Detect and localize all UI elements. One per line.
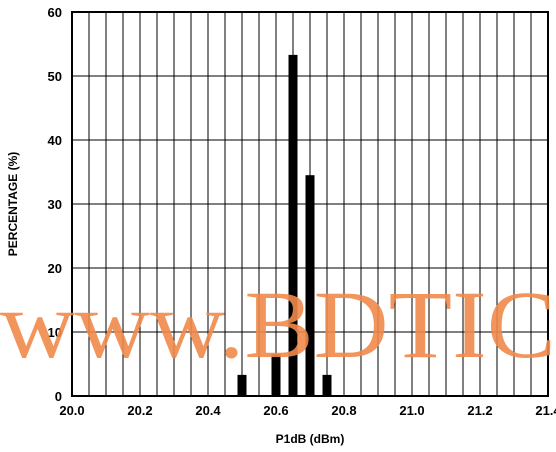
histogram-bar bbox=[305, 175, 315, 396]
y-tick-label: 0 bbox=[55, 389, 62, 404]
x-tick-labels: 20.0 20.2 20.4 20.6 20.8 21.0 21.2 21.4 bbox=[59, 403, 556, 418]
histogram-bar bbox=[322, 374, 332, 396]
x-tick-label: 20.0 bbox=[59, 403, 84, 418]
x-axis-label: P1dB (dBm) bbox=[276, 432, 345, 446]
y-tick-label: 20 bbox=[48, 261, 62, 276]
x-tick-label: 21.0 bbox=[399, 403, 424, 418]
histogram-bar bbox=[237, 374, 247, 396]
y-tick-label: 30 bbox=[48, 197, 62, 212]
x-tick-label: 21.2 bbox=[467, 403, 492, 418]
x-tick-label: 20.2 bbox=[127, 403, 152, 418]
x-tick-label: 20.4 bbox=[195, 403, 221, 418]
x-tick-label: 20.8 bbox=[331, 403, 356, 418]
y-tick-label: 50 bbox=[48, 69, 62, 84]
y-tick-label: 40 bbox=[48, 133, 62, 148]
x-tick-label: 20.6 bbox=[263, 403, 288, 418]
histogram-bar bbox=[271, 354, 281, 396]
watermark-text: www.BDTIC bbox=[0, 271, 556, 378]
histogram-bar bbox=[288, 54, 298, 396]
x-tick-label: 21.4 bbox=[535, 403, 556, 418]
y-tick-label: 10 bbox=[48, 325, 62, 340]
y-tick-label: 60 bbox=[48, 5, 62, 20]
bars bbox=[237, 54, 332, 396]
plot-frame bbox=[71, 11, 549, 397]
y-tick-labels: 0 10 20 30 40 50 60 bbox=[48, 5, 62, 404]
y-axis-label: PERCENTAGE (%) bbox=[6, 152, 20, 256]
